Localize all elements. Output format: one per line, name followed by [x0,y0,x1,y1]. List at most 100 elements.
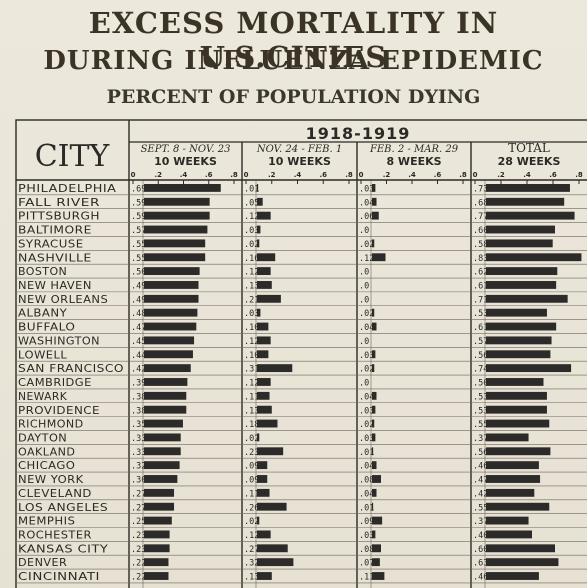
bar [372,391,377,400]
bar [257,544,288,553]
bar [486,294,568,303]
bar [486,530,532,539]
tick-label: 0 [359,171,364,179]
data-label: .63 [473,559,488,569]
bar [486,378,544,386]
bar [257,405,272,414]
tick-label: .6 [549,171,557,179]
city-name: SAN FRANCISCO [18,363,124,375]
data-label: .39 [131,379,146,389]
tick-label: .4 [408,171,416,179]
bar [372,405,376,414]
data-label: .08 [359,476,374,486]
data-label: .22 [131,559,146,569]
data-label: .02 [359,420,374,430]
data-label: .32 [244,559,259,569]
city-name: LOWELL [18,349,67,361]
data-label: .68 [473,198,488,208]
bar [486,267,558,276]
bar [144,391,187,400]
data-label: .53 [473,309,488,319]
data-label: .60 [473,226,488,236]
data-label: .44 [131,351,146,361]
data-label: .18 [244,420,259,430]
bar [486,405,547,414]
bar [144,558,169,567]
data-label: .03 [359,351,374,361]
tick-label: .6 [319,171,327,179]
bar [372,184,376,192]
years-label: 1918-1919 [306,124,411,143]
data-label: .59 [131,198,146,208]
data-label: .53 [473,406,488,416]
bar [144,516,172,525]
data-label: .32 [131,462,146,472]
city-name: NEW YORK [18,474,84,486]
bar [486,253,582,262]
bar [144,281,199,289]
chart-title-line2: DURING INFLUENZA EPIDEMIC [43,46,544,76]
bar [257,350,269,359]
data-label: .23 [131,545,146,555]
data-label: .03 [359,531,374,541]
bar [257,391,270,400]
bar [486,239,553,248]
bar [486,225,555,234]
bar [144,488,175,497]
data-label: .42 [131,365,146,375]
bar [372,461,377,470]
bar [486,419,550,428]
bar [486,211,575,220]
data-label: .06 [359,212,374,222]
bar [257,267,271,276]
data-label: .55 [473,420,488,430]
bar [257,572,272,580]
data-label: .47 [131,323,146,333]
city-name: BUFFALO [18,322,75,334]
tick-label: .8 [575,171,583,179]
data-label: .03 [359,406,374,416]
bar [372,447,374,456]
tick-label: .2 [268,171,276,179]
data-label: .27 [131,503,146,513]
data-label: .03 [359,185,374,195]
bar [144,336,195,345]
tick-label: .2 [154,171,162,179]
bar [257,294,281,303]
bar [486,322,557,331]
data-label: .04 [359,489,374,499]
bar [257,364,293,373]
data-label: .62 [473,268,488,278]
bar [257,488,270,497]
data-label: .09 [244,476,259,486]
bar [486,447,551,456]
bar [486,461,539,470]
bar [144,350,193,359]
bar [486,308,547,317]
bar [257,516,260,525]
data-label: .47 [473,476,488,486]
data-label: .0 [359,337,369,347]
bar [372,364,375,373]
data-label: .12 [359,254,374,264]
city-name: PHILADELPHIA [18,183,117,195]
data-label: .04 [359,462,374,472]
data-label: .56 [473,448,488,458]
series-name: TOTAL [508,141,550,155]
bar [257,419,278,428]
bar [257,433,260,442]
city-name: ALBANY [18,308,67,320]
city-name: OAKLAND [18,446,75,458]
city-name: CAMBRIDGE [18,377,92,389]
data-label: .33 [131,434,146,444]
bar [144,572,169,580]
data-label: .35 [131,420,146,430]
bar [144,530,170,539]
bar [372,516,383,525]
city-name: ROCHESTER [18,530,92,542]
series-name: FEB. 2 - MAR. 29 [369,144,459,155]
data-label: .09 [244,462,259,472]
bar [144,322,197,331]
data-label: .08 [359,545,374,555]
series-name: NOV. 24 - FEB. 1 [256,144,342,155]
